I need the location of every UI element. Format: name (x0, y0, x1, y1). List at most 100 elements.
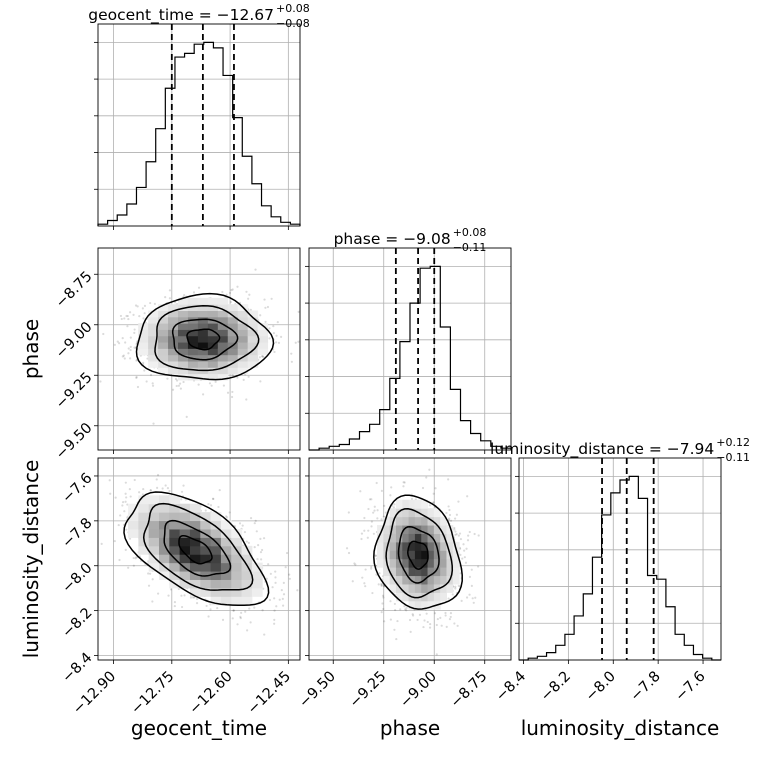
density-cell (427, 558, 435, 568)
density-cell (148, 512, 160, 522)
density-cell (402, 550, 410, 560)
sample-point (428, 468, 431, 471)
sample-point (373, 509, 376, 512)
sample-point (124, 548, 127, 551)
sample-point (240, 611, 243, 614)
density-cell (446, 558, 454, 568)
sample-point (297, 310, 300, 314)
density-cell (227, 323, 239, 330)
density-cell (389, 567, 397, 577)
density-cell (189, 512, 201, 522)
density-cell (247, 329, 259, 337)
sample-point (151, 578, 154, 581)
sample-point (274, 570, 277, 573)
density-cell (257, 329, 269, 337)
sample-point (455, 513, 458, 516)
density-cell (383, 567, 391, 577)
sample-point (451, 593, 454, 596)
sample-point (218, 489, 221, 492)
density-cell (148, 323, 159, 330)
density-cell (427, 583, 435, 593)
sample-point (275, 605, 278, 608)
density-cell (440, 516, 447, 526)
sample-point (269, 572, 272, 575)
sample-point (376, 517, 379, 520)
sample-point (197, 286, 201, 289)
sample-point (297, 340, 300, 343)
contour-line (407, 540, 429, 570)
title-luminosity_distance: luminosity_distance = −7.94 +0.12 −0.11 (490, 436, 750, 464)
contour-line (373, 494, 463, 610)
density-cell (395, 508, 403, 518)
density-cell (138, 545, 150, 555)
density-cell (241, 587, 253, 597)
sample-point (464, 561, 468, 564)
sample-point (99, 380, 102, 383)
density-cell (427, 575, 435, 585)
sample-point (404, 608, 407, 611)
density-cell (433, 592, 441, 602)
sample-point (156, 486, 159, 489)
density-cell (148, 545, 160, 555)
sample-point (127, 352, 130, 355)
density-cell (158, 304, 169, 311)
density-cell (168, 354, 179, 362)
density-cell (247, 335, 259, 343)
density-cell (227, 335, 239, 343)
density-cell (179, 554, 191, 564)
density-cell (440, 592, 447, 602)
density-cell (440, 525, 447, 534)
sample-point (135, 375, 138, 379)
density-cell (408, 541, 416, 551)
sample-point (433, 612, 437, 615)
density-cell (389, 525, 397, 534)
sample-point (95, 499, 97, 501)
sample-point (118, 558, 121, 562)
sample-point (152, 422, 155, 425)
density-cell (158, 310, 169, 318)
density-cell (427, 550, 435, 560)
sample-point (222, 384, 226, 387)
density-cell (197, 342, 209, 349)
contour-line (186, 328, 221, 351)
sample-point (142, 361, 145, 364)
density-cell (148, 360, 159, 368)
density-cell (217, 297, 229, 305)
density-cell (158, 367, 169, 375)
sample-point (124, 341, 127, 344)
density-cell (231, 528, 243, 538)
sample-point (370, 567, 373, 570)
sample-point (465, 547, 468, 550)
density-cell (220, 545, 232, 555)
density-cell (395, 575, 403, 585)
sample-point (247, 541, 250, 544)
sample-point (459, 537, 463, 541)
sample-point (268, 337, 271, 340)
density-cell (210, 520, 222, 530)
density-cell (227, 329, 239, 337)
sample-point (217, 505, 220, 509)
density-cell (177, 360, 189, 368)
title-upper-error: +0.08 (276, 2, 310, 15)
sample-point (454, 530, 457, 533)
sample-point (119, 314, 123, 318)
density-cell (177, 323, 189, 330)
density-cell (247, 316, 259, 324)
sample-point (271, 586, 274, 589)
sample-point (232, 609, 235, 612)
sample-point (126, 503, 129, 506)
sample-point (180, 594, 183, 597)
density-cell (177, 354, 189, 362)
density-cell (138, 503, 150, 513)
density-cell (427, 508, 435, 518)
density-cell (128, 503, 139, 513)
sample-point (274, 576, 277, 579)
density-cell (177, 348, 189, 356)
sample-point (142, 317, 145, 320)
density-cell (179, 571, 191, 580)
sample-point (445, 625, 448, 629)
density-cell (138, 512, 150, 522)
scatter-panel-phase-luminosity_distance (308, 457, 512, 661)
sample-point (425, 612, 428, 615)
sample-point (173, 601, 177, 604)
